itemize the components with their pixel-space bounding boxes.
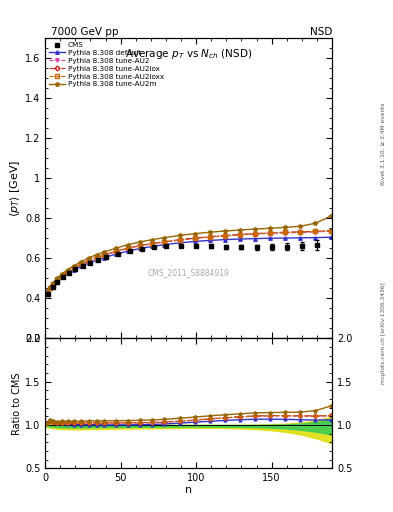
Text: CMS_2011_S8884919: CMS_2011_S8884919 [148,268,230,276]
Y-axis label: Ratio to CMS: Ratio to CMS [12,372,22,435]
Legend: CMS, Pythia 8.308 default, Pythia 8.308 tune-AU2, Pythia 8.308 tune-AU2lox, Pyth: CMS, Pythia 8.308 default, Pythia 8.308 … [48,40,165,89]
Y-axis label: $\langle p_T\rangle$ [GeV]: $\langle p_T\rangle$ [GeV] [8,160,22,217]
X-axis label: n: n [185,485,192,495]
Text: mcplots.cern.ch [arXiv:1306.3436]: mcplots.cern.ch [arXiv:1306.3436] [381,282,386,383]
Text: Average $p_T$ vs $N_{ch}$ (NSD): Average $p_T$ vs $N_{ch}$ (NSD) [125,48,252,61]
Text: 7000 GeV pp: 7000 GeV pp [51,27,119,37]
Text: NSD: NSD [310,27,332,37]
Text: Rivet 3.1.10, ≥ 3.4M events: Rivet 3.1.10, ≥ 3.4M events [381,102,386,185]
